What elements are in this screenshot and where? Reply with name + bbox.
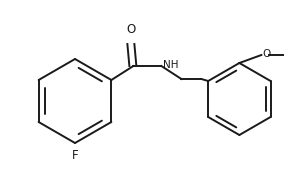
Text: F: F	[72, 149, 78, 162]
Text: O: O	[262, 49, 271, 59]
Text: NH: NH	[163, 60, 179, 70]
Text: O: O	[127, 23, 136, 36]
